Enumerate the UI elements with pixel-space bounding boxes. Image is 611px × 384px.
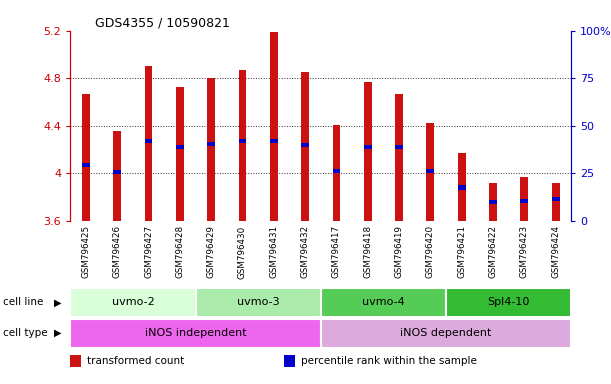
Text: GSM796430: GSM796430	[238, 225, 247, 278]
Bar	[270, 139, 278, 143]
Bar	[395, 94, 403, 221]
Bar	[426, 123, 434, 221]
Bar	[145, 66, 153, 221]
Text: transformed count: transformed count	[87, 356, 185, 366]
Bar	[82, 94, 90, 221]
Text: GSM796428: GSM796428	[175, 225, 185, 278]
Bar	[521, 199, 529, 203]
Text: GSM796431: GSM796431	[269, 225, 278, 278]
Bar	[489, 200, 497, 204]
Text: GSM796423: GSM796423	[520, 225, 529, 278]
Bar	[176, 145, 184, 149]
Text: GSM796420: GSM796420	[426, 225, 435, 278]
Text: ▶: ▶	[54, 328, 62, 338]
Bar	[321, 319, 571, 348]
Bar	[552, 183, 560, 221]
Text: GSM796417: GSM796417	[332, 225, 341, 278]
Bar	[270, 32, 278, 221]
Text: GSM796419: GSM796419	[395, 225, 403, 278]
Bar	[196, 288, 321, 317]
Bar	[70, 288, 196, 317]
Text: percentile rank within the sample: percentile rank within the sample	[301, 356, 477, 366]
Bar	[176, 86, 184, 221]
Bar	[321, 288, 446, 317]
Bar	[238, 139, 246, 143]
Text: GSM796426: GSM796426	[113, 225, 122, 278]
Text: Spl4-10: Spl4-10	[488, 297, 530, 308]
Bar	[301, 72, 309, 221]
Bar	[458, 185, 466, 190]
Text: ▶: ▶	[54, 297, 62, 308]
Text: uvmo-2: uvmo-2	[112, 297, 154, 308]
Text: GSM796425: GSM796425	[81, 225, 90, 278]
Bar	[70, 319, 321, 348]
Bar	[238, 70, 246, 221]
Bar	[395, 145, 403, 149]
Text: GSM796424: GSM796424	[551, 225, 560, 278]
Bar	[364, 82, 371, 221]
Text: GDS4355 / 10590821: GDS4355 / 10590821	[95, 17, 230, 30]
Text: GSM796427: GSM796427	[144, 225, 153, 278]
Bar	[426, 169, 434, 173]
Text: GSM796421: GSM796421	[457, 225, 466, 278]
Text: uvmo-3: uvmo-3	[237, 297, 279, 308]
Text: GSM796429: GSM796429	[207, 225, 216, 278]
Bar	[364, 145, 371, 149]
Bar	[113, 131, 121, 221]
Text: GSM796432: GSM796432	[301, 225, 310, 278]
Text: iNOS dependent: iNOS dependent	[400, 328, 492, 338]
Bar	[82, 163, 90, 167]
Bar	[489, 183, 497, 221]
Bar	[332, 124, 340, 221]
Bar	[332, 169, 340, 173]
Bar	[521, 177, 529, 221]
Text: GSM796422: GSM796422	[489, 225, 497, 278]
Bar	[113, 170, 121, 174]
Text: cell type: cell type	[3, 328, 48, 338]
Text: GSM796418: GSM796418	[364, 225, 372, 278]
Bar	[446, 288, 571, 317]
Bar	[301, 143, 309, 147]
Bar	[145, 139, 153, 143]
Text: uvmo-4: uvmo-4	[362, 297, 404, 308]
Text: cell line: cell line	[3, 297, 43, 308]
Bar	[207, 78, 215, 221]
Bar	[552, 197, 560, 202]
Bar	[207, 141, 215, 146]
Text: iNOS independent: iNOS independent	[145, 328, 246, 338]
Bar	[458, 153, 466, 221]
